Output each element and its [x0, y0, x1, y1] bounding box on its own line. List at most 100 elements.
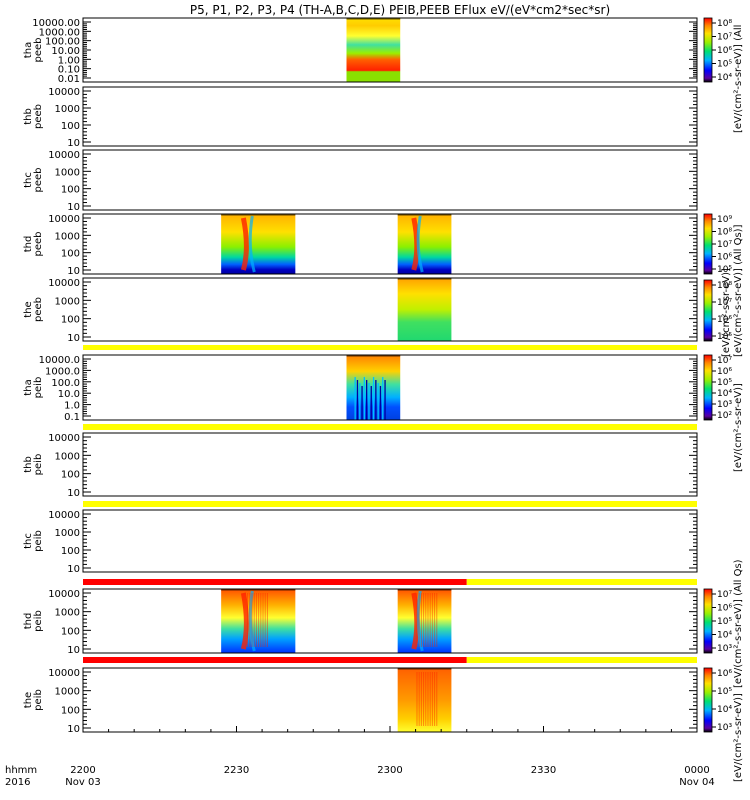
spectrogram-block [397, 214, 452, 274]
axis-label-hhmm: hhmm [5, 765, 37, 776]
panel-label-instrument: peeb [33, 104, 44, 129]
spectrogram-stripe [418, 593, 420, 647]
colorbar-tick-label: 10⁷ [717, 590, 732, 600]
spectrogram-stripe [266, 593, 268, 647]
panel-frame [82, 588, 698, 654]
spectrogram-stripe [436, 672, 438, 726]
spectrogram-feature [248, 590, 256, 652]
panel-thd-peeb: 10000 1000 100 10 thd peeb [23, 213, 698, 277]
panel-label-probe: tha [23, 42, 34, 58]
spectrogram-stripe [247, 593, 249, 647]
colorbar-tick-label: 10⁵ [717, 265, 732, 275]
panel-the-peib: 10000 1000 100 10 the peib [23, 667, 698, 735]
colorbar-the-peeb: 10⁸ 10⁷ 10⁶ 10⁵ [703, 279, 732, 342]
colorbar-title-the-peib: [eV/(cm²-s-sr-eV)] [733, 693, 744, 782]
y-tick-label: 1000 [55, 528, 80, 539]
panel-thc-peib: 10000 1000 100 10 thc peib [23, 509, 698, 575]
panel-frame [82, 213, 698, 275]
panel-label-probe: tha [23, 379, 34, 395]
y-tick-label: 10000 [48, 668, 80, 679]
panel-thb-peeb: 10000 1000 100 10 thb peeb [23, 86, 698, 149]
colorbar-swatch [703, 17, 713, 83]
x-tick-label: 2200 [70, 765, 95, 776]
colorbar-tha-peeb: 10⁸ 10⁷ 10⁶ 10⁵ 10⁴ [703, 17, 732, 83]
spectrogram-stripe [249, 593, 251, 647]
spectrogram-stripe [425, 593, 427, 647]
panel-label-instrument: peeb [33, 38, 44, 63]
colorbar-tick-label: 10³ [717, 644, 732, 654]
y-tick-label: 10000.00 [32, 18, 80, 29]
spectrogram-stripe [370, 386, 372, 420]
y-tick-label: 10 [67, 138, 80, 149]
y-tick-label: 100.0 [51, 378, 80, 389]
colorbar-thd-peib: 10⁷ 10⁶ 10⁵ 10⁴ 10³ [703, 588, 732, 654]
spectrogram-feature [240, 217, 249, 271]
panel-label-instrument: peeb [33, 232, 44, 257]
spectrogram-stripe [361, 386, 363, 420]
x-tick-sublabel: Nov 04 [679, 777, 714, 788]
spectrogram-block [221, 589, 296, 653]
panel-label-instrument: peib [33, 689, 44, 711]
spectrogram-stripe [384, 380, 386, 420]
y-tick-label: 1000.00 [39, 27, 80, 38]
panel-label-probe: thc [23, 533, 34, 549]
colorbars-group: 10⁸10⁷10⁶10⁵10⁴10⁹10⁸10⁷10⁶10⁵10⁸10⁷10⁶1… [703, 17, 732, 733]
y-tick-label: 1000 [55, 608, 80, 619]
y-tick-label: 10 [67, 202, 80, 213]
spectrogram-stripe [420, 672, 422, 726]
y-tick-label: 100 [61, 315, 80, 326]
panel-frame [82, 432, 698, 497]
y-tick-label: 1000 [55, 687, 80, 698]
spectrogram-stripe [425, 672, 427, 726]
y-tick-label: 10000.0 [39, 355, 80, 366]
colorbar-tick-label: 10⁶ [717, 367, 732, 377]
colorbar-title-thd-peib: [eV/(cm²-s-sr-eV)] (All Qs) [733, 559, 744, 688]
panel-label-instrument: peeb [33, 297, 44, 322]
spectrogram-stripe [431, 593, 433, 647]
spectrogram-block [346, 18, 401, 82]
spectrogram-feature [240, 592, 249, 650]
colorbar-the-peib: 10⁶ 10⁵ 10⁴ 10³ [703, 667, 732, 733]
colorbar-tick-label: 10⁹ [717, 215, 732, 225]
panel-label-probe: the [23, 301, 34, 317]
flag-bars-group [83, 345, 697, 663]
spectrogram-block [221, 214, 296, 274]
colorbar-tick-label: 10⁵ [717, 617, 732, 627]
y-tick-label: 10 [67, 333, 80, 344]
y-tick-label: 10 [67, 645, 80, 656]
colorbar-tick-label: 10³ [717, 723, 732, 733]
colorbar-tick-label: 10⁶ [717, 253, 732, 263]
panel-label-probe: thc [23, 172, 34, 188]
spectrogram-stripe [420, 593, 422, 647]
y-tick-label: 1000 [55, 451, 80, 462]
y-tick-label: 100 [61, 470, 80, 481]
colorbar-tick-label: 10⁸ [717, 19, 732, 29]
panel-label-instrument: peib [33, 530, 44, 552]
spectrogram-stripe [382, 377, 384, 420]
spectrogram-stripe [429, 593, 431, 647]
panel-label-instrument: peib [33, 377, 44, 399]
spectrogram-stripe [436, 593, 438, 647]
y-tick-label: 1000 [55, 104, 80, 115]
spectrogram-stripe [377, 383, 379, 420]
y-tick-label: 10000 [48, 589, 80, 600]
y-tick-label: 10000 [48, 87, 80, 98]
panel-label-probe: the [23, 692, 34, 708]
colorbar-swatch [703, 667, 713, 733]
panel-label-instrument: peib [33, 454, 44, 476]
colorbar-titles: [eV/(cm²-s-sr-eV)] (All [eV/(cm²-s-sr-eV… [721, 25, 744, 782]
y-tick-label: 10000 [48, 433, 80, 444]
colorbar-tick-label: 10⁷ [717, 240, 732, 250]
spectrogram-stripe [375, 380, 377, 420]
panel-label-probe: thb [23, 108, 34, 125]
spectrogram-stripe [427, 672, 429, 726]
flag-bar-segment [83, 345, 697, 350]
panel-frame [82, 667, 698, 733]
spectrogram-stripe [427, 593, 429, 647]
spectrogram-stripe [418, 672, 420, 726]
colorbar-tick-label: 10⁶ [717, 315, 732, 325]
colorbar-swatch [703, 354, 713, 421]
y-tick-label: 10 [67, 488, 80, 499]
